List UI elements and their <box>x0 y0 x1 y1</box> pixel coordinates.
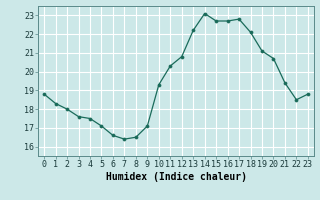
X-axis label: Humidex (Indice chaleur): Humidex (Indice chaleur) <box>106 172 246 182</box>
